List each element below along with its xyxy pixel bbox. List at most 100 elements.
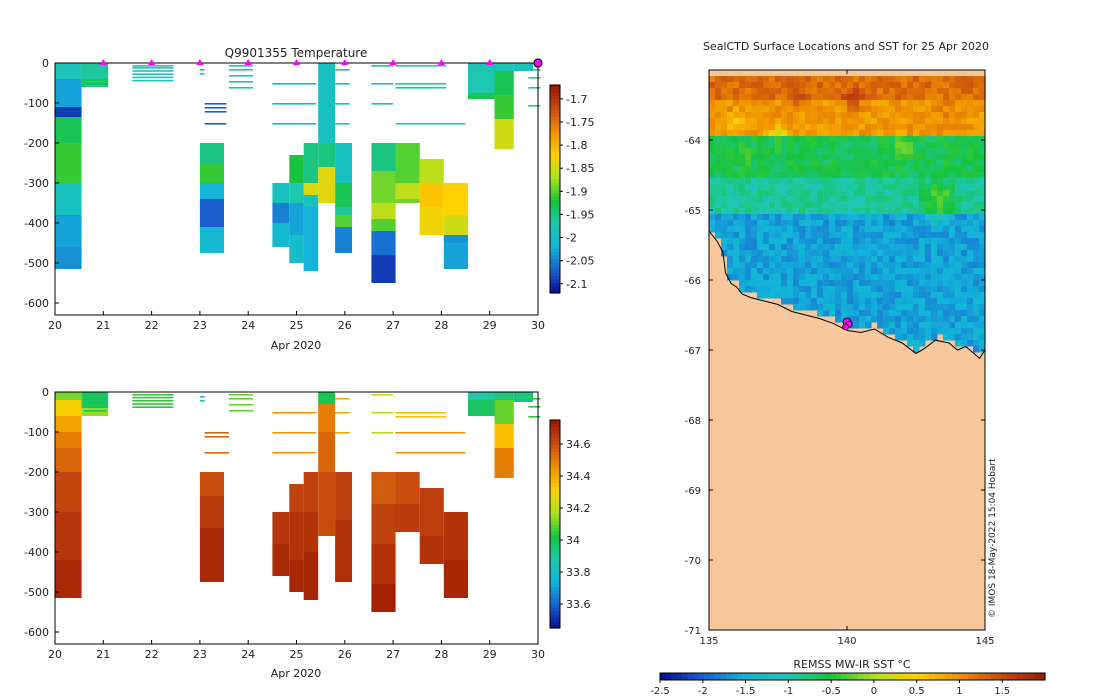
profile-cell: [55, 560, 82, 598]
sst-cell: [973, 292, 980, 299]
sst-cell: [745, 94, 752, 101]
sst-cell: [865, 202, 872, 209]
sst-cell: [847, 154, 854, 161]
sst-cell: [727, 268, 734, 275]
sst-colorbar-swatch: [764, 673, 771, 680]
trace-line: [335, 432, 350, 434]
sst-cell: [889, 166, 896, 173]
sst-cell: [895, 100, 902, 107]
colorbar-swatch: [550, 610, 560, 615]
y-tick-label: 0: [42, 57, 49, 70]
sst-cell: [847, 238, 854, 245]
sst-cell: [919, 184, 926, 191]
sst-cell: [811, 256, 818, 263]
colorbar-swatch: [550, 582, 560, 587]
colorbar-swatch: [550, 572, 560, 577]
sst-cell: [901, 106, 908, 113]
sst-colorbar-swatch: [1012, 673, 1019, 680]
sst-cell: [967, 136, 974, 143]
sst-cell: [835, 178, 842, 185]
sst-cell: [751, 166, 758, 173]
sst-cell: [739, 250, 746, 257]
sst-cell: [979, 322, 985, 329]
sst-cell: [967, 316, 974, 323]
map-x-tick-label: 145: [975, 636, 994, 647]
sst-cell: [859, 292, 866, 299]
sst-cell: [871, 76, 878, 83]
imos-credit: © IMOS 18-May-2022 15:04 Hobart: [988, 458, 998, 618]
sst-cell: [913, 322, 920, 329]
colorbar-frame: [549, 84, 561, 294]
sst-cell: [817, 280, 824, 287]
sst-cell: [871, 166, 878, 173]
sst-cell: [787, 262, 794, 269]
sst-colorbar-swatch: [913, 673, 920, 680]
sst-cell: [805, 154, 812, 161]
profile-cell: [494, 424, 514, 448]
sst-cell: [907, 82, 914, 89]
sst-cell: [907, 184, 914, 191]
sst-cell: [889, 184, 896, 191]
sst-cell: [853, 268, 860, 275]
sst-colorbar-swatch: [731, 673, 738, 680]
colorbar-swatch: [550, 506, 560, 511]
profile-cell: [513, 392, 534, 402]
sst-cell: [877, 184, 884, 191]
sst-cell: [889, 220, 896, 227]
sst-cell: [757, 274, 764, 281]
sst-cell: [907, 304, 914, 311]
sst-cell: [919, 280, 926, 287]
sst-cell: [877, 322, 884, 329]
sst-colorbar-swatch: [836, 673, 843, 680]
sst-cell: [811, 142, 818, 149]
sst-cell: [817, 94, 824, 101]
sst-cell: [769, 106, 776, 113]
sst-cell: [733, 82, 740, 89]
sst-cell: [835, 184, 842, 191]
sst-cell: [895, 322, 902, 329]
sst-cell: [943, 202, 950, 209]
x-tick-label: 22: [145, 648, 159, 661]
sst-cell: [895, 268, 902, 275]
colorbar-swatch: [550, 621, 560, 626]
sst-cell: [757, 280, 764, 287]
profile-cell: [318, 404, 336, 432]
sst-cell: [793, 280, 800, 287]
sst-cell: [883, 292, 890, 299]
x-tick-label: 24: [241, 319, 255, 332]
sst-cell: [913, 100, 920, 107]
sst-cell: [781, 214, 788, 221]
sst-cell: [943, 196, 950, 203]
sst-cell: [877, 166, 884, 173]
sst-cell: [931, 106, 938, 113]
sst-cell: [781, 130, 788, 137]
sst-cell: [943, 316, 950, 323]
sst-cell: [889, 82, 896, 89]
sst-cell: [817, 214, 824, 221]
sst-cell: [799, 262, 806, 269]
sst-cell: [943, 256, 950, 263]
sst-cell: [937, 202, 944, 209]
trace-line: [528, 398, 541, 400]
sst-cell: [949, 334, 956, 341]
sst-cell: [817, 136, 824, 143]
temperature-colorbar: -1.7-1.75-1.8-1.85-1.9-1.95-2-2.05-2.1: [549, 84, 594, 294]
sst-cell: [841, 184, 848, 191]
profile-cell: [494, 95, 514, 119]
sst-cell: [979, 112, 985, 119]
sst-cell: [727, 160, 734, 167]
sst-cell: [973, 130, 980, 137]
sst-cell: [817, 238, 824, 245]
sst-cell: [727, 172, 734, 179]
sst-cell: [865, 76, 872, 83]
x-tick-label: 30: [531, 319, 545, 332]
sst-cell: [847, 208, 854, 215]
sst-cell: [835, 286, 842, 293]
sst-cell: [763, 286, 770, 293]
sst-cell: [757, 136, 764, 143]
sst-cell: [949, 274, 956, 281]
sst-cell: [913, 268, 920, 275]
colorbar-swatch: [550, 286, 560, 291]
sst-cell: [871, 286, 878, 293]
sst-cell: [745, 220, 752, 227]
